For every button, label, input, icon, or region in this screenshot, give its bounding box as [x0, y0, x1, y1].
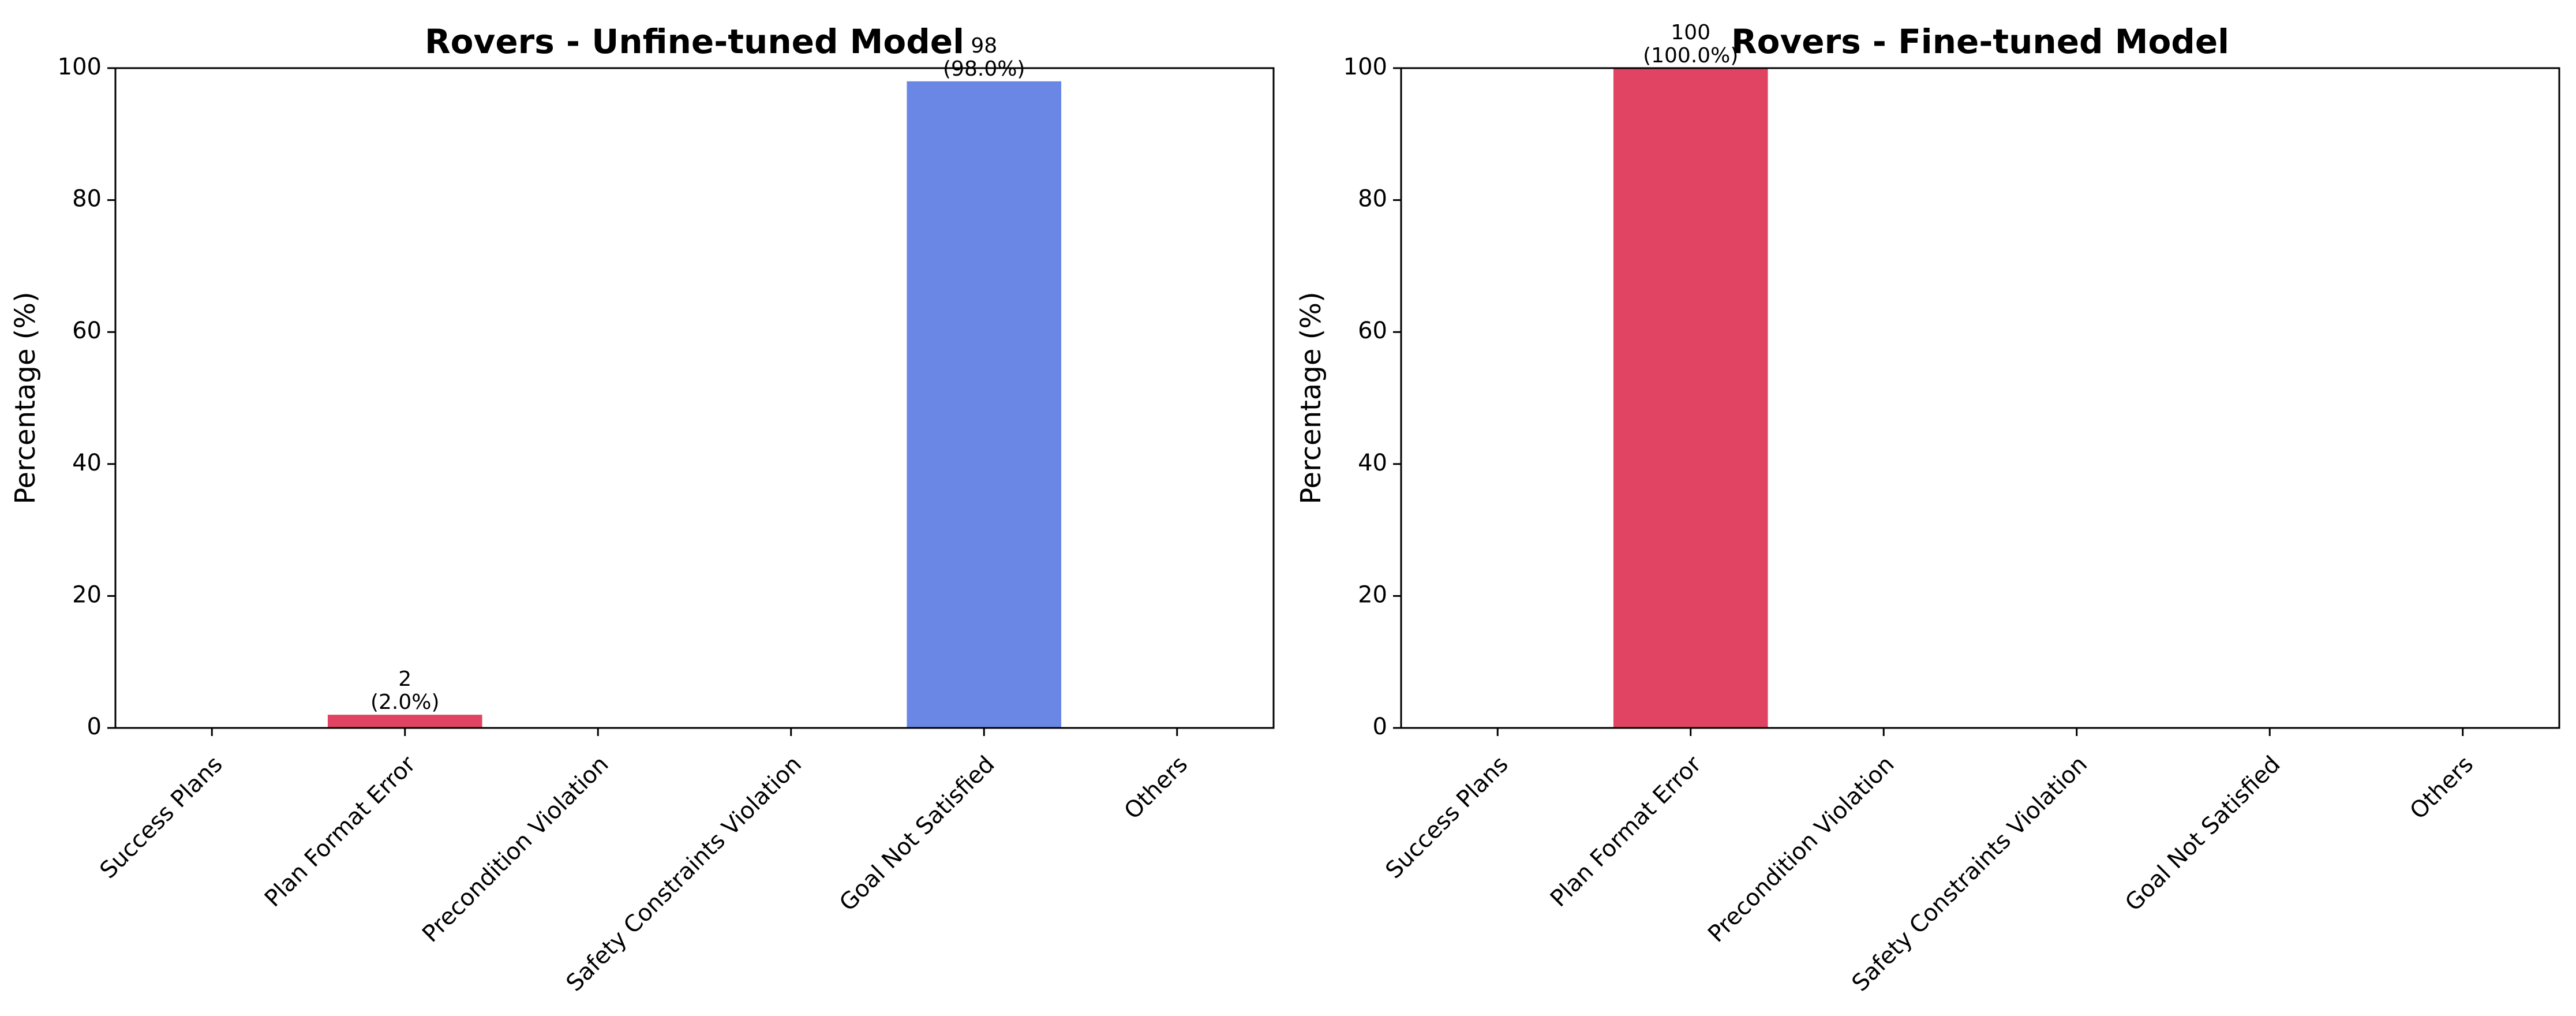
- data-label-line: 2: [398, 667, 411, 691]
- y-tick-label: 100: [1343, 54, 1387, 80]
- y-tick-label: 60: [1358, 318, 1387, 344]
- y-tick-label: 80: [72, 186, 102, 212]
- y-axis-label: Percentage (%): [1295, 292, 1327, 504]
- plot-frame: [1400, 67, 2560, 729]
- plot-frame: [114, 67, 1275, 729]
- y-tick-label: 60: [72, 318, 102, 344]
- y-tick-label: 100: [58, 54, 102, 80]
- data-label-line: (2.0%): [370, 690, 440, 714]
- bar-plan-format-error: [327, 715, 482, 728]
- data-label: 98 (98.0%): [943, 34, 1025, 81]
- x-tick-label: Others: [2405, 751, 2479, 825]
- chart-title: Rovers - Unfine-tuned Model: [425, 22, 964, 61]
- y-tick-label: 20: [72, 581, 102, 608]
- chart-title: Rovers - Fine-tuned Model: [1731, 22, 2229, 61]
- x-tick-label: Safety Constraints Violation: [1847, 751, 2093, 997]
- y-tick-label: 20: [1358, 581, 1387, 608]
- bar-goal-not-satisfied: [907, 81, 1062, 729]
- data-label-line: 98: [971, 34, 997, 58]
- x-tick-label: Plan Format Error: [1545, 751, 1707, 913]
- y-axis-label: Percentage (%): [9, 292, 42, 504]
- data-label-line: 100: [1671, 21, 1710, 44]
- bar-plan-format-error: [1613, 68, 1768, 728]
- y-tick-label: 40: [72, 450, 102, 476]
- y-tick-label: 80: [1358, 186, 1387, 212]
- data-label-line: (98.0%): [943, 57, 1025, 81]
- x-tick-label: Goal Not Satisfied: [2120, 751, 2286, 917]
- data-label-line: (100.0%): [1643, 44, 1738, 68]
- y-tick-label: 40: [1358, 450, 1387, 476]
- y-tick-label: 0: [87, 714, 102, 740]
- y-tick-label: 0: [1373, 714, 1387, 740]
- x-tick-label: Precondition Violation: [1703, 751, 1900, 948]
- data-label: 100 (100.0%): [1643, 21, 1738, 68]
- data-label: 2 (2.0%): [370, 667, 440, 714]
- x-tick-label: Success Plans: [1380, 751, 1513, 884]
